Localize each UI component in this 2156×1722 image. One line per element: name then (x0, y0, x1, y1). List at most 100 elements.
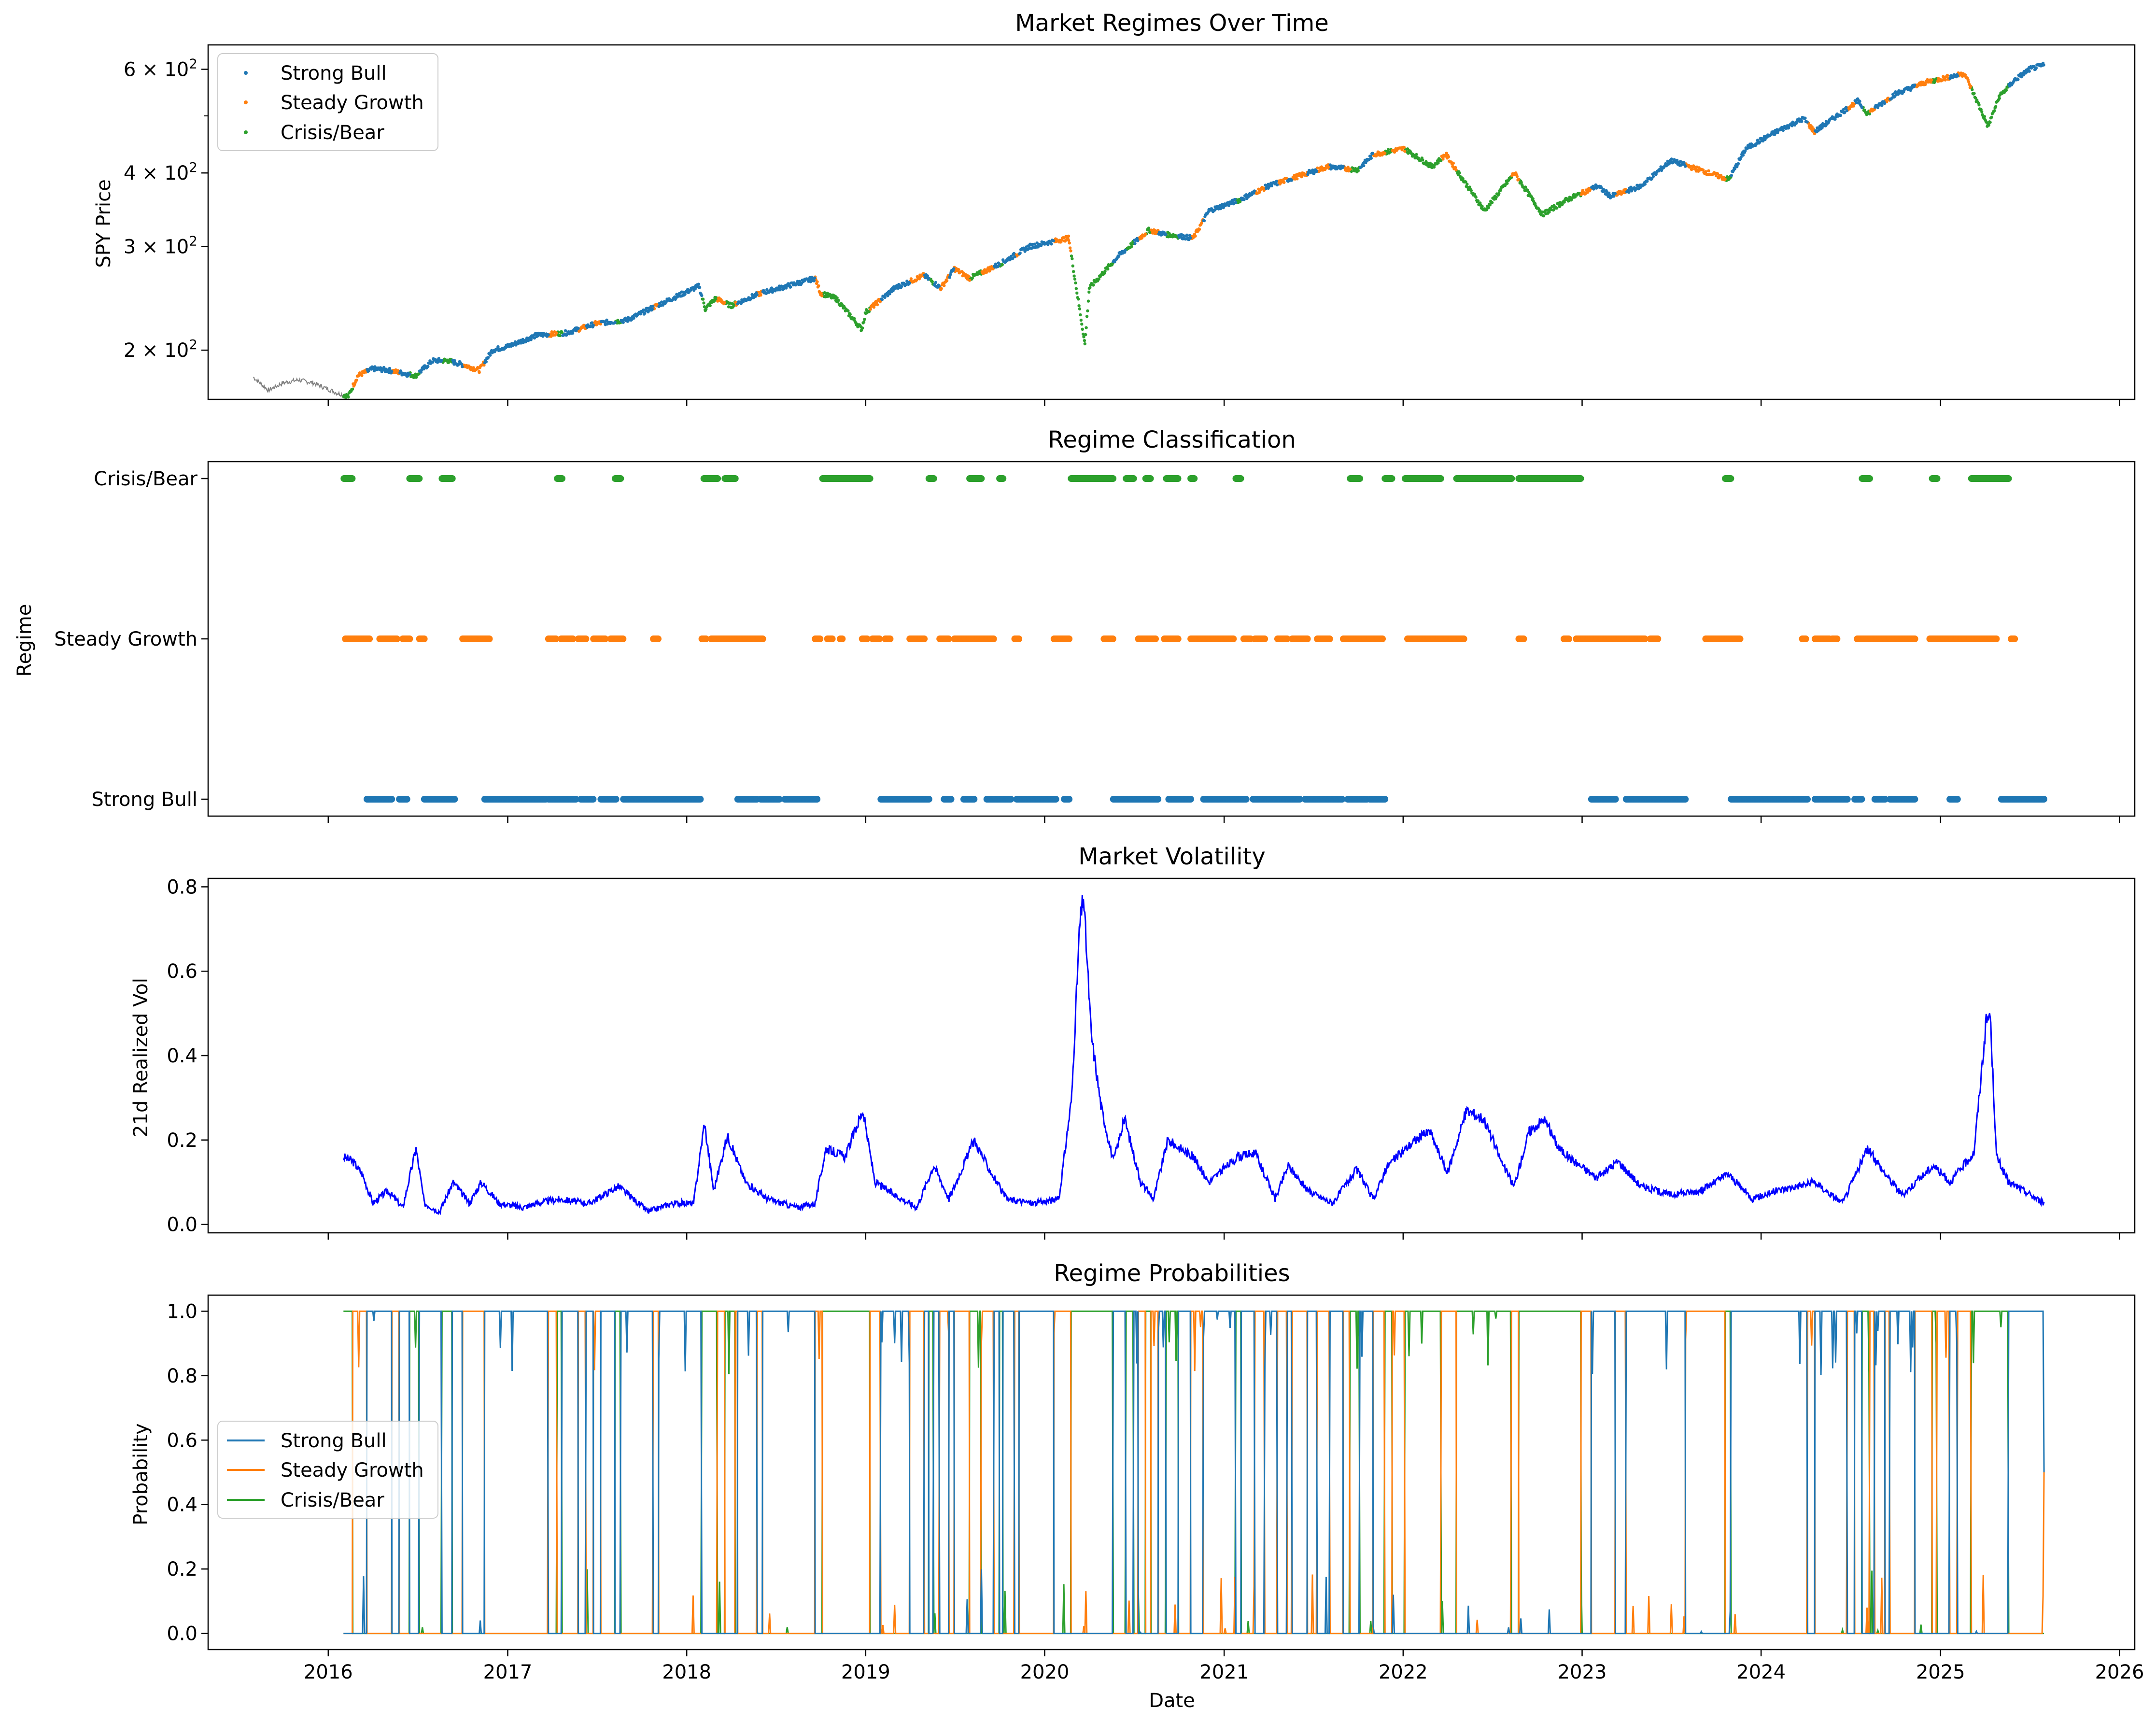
regime-dot (759, 635, 766, 642)
price-point (1387, 148, 1390, 151)
price-point (759, 294, 762, 297)
price-point (1998, 97, 2001, 100)
price-point (926, 274, 930, 278)
price-point (1800, 120, 1804, 123)
price-point (967, 275, 971, 279)
regime-dot (930, 475, 937, 482)
price-point (478, 371, 481, 374)
regime-dot (1508, 475, 1515, 482)
price-point (1730, 174, 1733, 177)
regime-dot (990, 635, 997, 642)
regime-dot (451, 796, 458, 803)
price-point (816, 280, 819, 283)
price-point (1085, 315, 1089, 318)
price-point (934, 281, 938, 284)
regime-dot (1520, 635, 1527, 642)
price-point (1643, 183, 1647, 186)
price-point (436, 361, 439, 364)
price-point (778, 288, 782, 292)
price-point (1913, 83, 1916, 87)
price-point (1136, 239, 1140, 242)
regime-dot (839, 635, 846, 642)
price-point (703, 305, 706, 309)
price-point (1736, 162, 1740, 165)
panel-regime-plot (340, 475, 2047, 803)
price-point (1646, 180, 1649, 183)
price-point (592, 324, 595, 327)
price-point (1073, 277, 1077, 281)
price-point (1612, 195, 1616, 198)
regime-dot (1736, 635, 1744, 642)
price-point (613, 321, 617, 324)
regime-dot (1110, 475, 1117, 482)
price-point (1464, 180, 1467, 183)
regime-dot (406, 635, 413, 642)
regime-dot (394, 635, 400, 642)
price-point (1563, 200, 1566, 204)
panel-price-legend: Strong Bull Steady Growth Crisis/Bear (217, 53, 438, 151)
price-point (472, 366, 475, 369)
price-point (1977, 103, 1981, 107)
price-point (651, 304, 655, 308)
price-point (1439, 159, 1443, 163)
price-point (1079, 318, 1083, 322)
price-point (1675, 158, 1679, 162)
price-point (1097, 277, 1100, 281)
price-point (1461, 177, 1465, 181)
price-point (1488, 203, 1492, 207)
price-point (1987, 124, 1990, 127)
price-point (1967, 80, 1971, 84)
price-point (1106, 267, 1110, 271)
price-point (1088, 286, 1092, 290)
price-point (812, 279, 816, 282)
price-point (621, 321, 625, 324)
regime-dot (1356, 475, 1364, 482)
price-point (837, 298, 840, 302)
price-point (1506, 182, 1509, 185)
price-point (1971, 88, 1974, 91)
price-point (526, 339, 530, 342)
price-point (1296, 177, 1299, 181)
price-point (708, 304, 712, 308)
price-point (1474, 196, 1478, 199)
price-point (1234, 201, 1238, 204)
price-point (1070, 254, 1073, 258)
regime-dot (887, 635, 894, 642)
price-point (1068, 246, 1072, 250)
price-point (440, 359, 443, 362)
price-point (1369, 156, 1373, 160)
price-point (880, 298, 884, 301)
price-point (1490, 201, 1494, 204)
price-point (1083, 342, 1086, 346)
price-point (1627, 190, 1631, 194)
regime-dot (486, 635, 493, 642)
regime-dot (714, 475, 721, 482)
price-point (496, 345, 500, 349)
price-point (1458, 171, 1461, 175)
price-point (971, 276, 974, 280)
regime-dot (814, 796, 821, 803)
price-point (1350, 169, 1353, 173)
regime-dot (416, 475, 423, 482)
price-point (1993, 109, 1996, 113)
price-point (917, 277, 921, 281)
price-point (1902, 90, 1905, 94)
price-point (1613, 192, 1617, 195)
price-point (1454, 168, 1458, 171)
price-point (1542, 214, 1546, 218)
price-point (1701, 168, 1705, 172)
regime-dot (1147, 475, 1154, 482)
price-point (1716, 172, 1719, 175)
regime-dot (2011, 635, 2018, 642)
regime-dot (866, 475, 874, 482)
price-point (396, 369, 400, 372)
price-point (1071, 257, 1074, 261)
price-point (1383, 152, 1387, 155)
price-point (848, 312, 852, 316)
price-point (1198, 227, 1201, 231)
y-tick-label: 3 × 102 (124, 233, 197, 258)
price-point (1787, 126, 1790, 129)
price-point (1520, 181, 1523, 184)
price-point (558, 334, 562, 338)
price-point (853, 317, 856, 320)
